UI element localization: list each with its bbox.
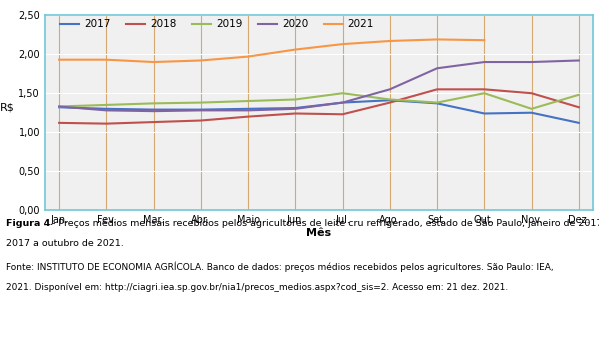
Line: 2019: 2019 <box>59 93 579 109</box>
Y-axis label: R$: R$ <box>0 103 14 113</box>
2018 <box>481 87 488 91</box>
2020 <box>575 58 582 62</box>
2021 <box>339 42 346 46</box>
2017 <box>575 121 582 125</box>
Legend: 2017, 2018, 2019, 2020, 2021: 2017, 2018, 2019, 2020, 2021 <box>56 15 378 34</box>
2021 <box>103 58 110 62</box>
2021 <box>56 58 63 62</box>
2017 <box>481 112 488 116</box>
2021 <box>244 55 252 59</box>
2017 <box>339 101 346 105</box>
Text: Fonte: INSTITUTO DE ECONOMIA AGRÍCOLA. Banco de dados: preços médios recebidos p: Fonte: INSTITUTO DE ECONOMIA AGRÍCOLA. B… <box>6 261 553 272</box>
Text: 2017 a outubro de 2021.: 2017 a outubro de 2021. <box>6 239 124 248</box>
2017 <box>56 105 63 109</box>
2021 <box>481 38 488 42</box>
2020 <box>56 104 63 108</box>
2018 <box>56 121 63 125</box>
2019 <box>528 107 535 111</box>
2020 <box>528 60 535 64</box>
2018 <box>528 91 535 95</box>
X-axis label: Mês: Mês <box>307 228 331 238</box>
2017 <box>244 107 252 111</box>
2017 <box>292 106 299 110</box>
2020 <box>150 109 157 113</box>
Text: 2021. Disponível em: http://ciagri.iea.sp.gov.br/nia1/precos_medios.aspx?cod_sis: 2021. Disponível em: http://ciagri.iea.s… <box>6 283 508 292</box>
2020 <box>339 101 346 105</box>
2021 <box>386 39 394 43</box>
2018 <box>292 112 299 116</box>
2018 <box>575 105 582 109</box>
2019 <box>103 103 110 107</box>
2019 <box>575 93 582 97</box>
2021 <box>197 58 204 62</box>
2017 <box>103 107 110 111</box>
2020 <box>244 108 252 113</box>
2020 <box>386 87 394 91</box>
2021 <box>150 60 157 64</box>
2019 <box>386 97 394 101</box>
2020 <box>292 107 299 111</box>
2017 <box>150 107 157 112</box>
2021 <box>292 47 299 52</box>
2018 <box>339 112 346 116</box>
2020 <box>103 108 110 113</box>
2019 <box>56 104 63 108</box>
2020 <box>481 60 488 64</box>
2021 <box>434 37 441 41</box>
2017 <box>528 111 535 115</box>
2018 <box>197 119 204 123</box>
2018 <box>386 101 394 105</box>
2017 <box>197 107 204 112</box>
2019 <box>434 101 441 105</box>
2020 <box>197 108 204 113</box>
2019 <box>150 101 157 105</box>
Line: 2020: 2020 <box>59 60 579 111</box>
2018 <box>244 115 252 119</box>
2018 <box>434 87 441 91</box>
Line: 2017: 2017 <box>59 100 579 123</box>
2017 <box>386 98 394 102</box>
Text: Figura 4: Figura 4 <box>6 219 50 228</box>
2019 <box>481 91 488 95</box>
2019 <box>197 101 204 105</box>
2018 <box>103 122 110 126</box>
2020 <box>434 66 441 70</box>
Text: - Preços médios mensais recebidos pelos agricultores de leite cru refrigerado, e: - Preços médios mensais recebidos pelos … <box>49 219 599 228</box>
2019 <box>292 97 299 101</box>
2019 <box>339 91 346 95</box>
Line: 2021: 2021 <box>59 39 485 62</box>
2017 <box>434 101 441 105</box>
2019 <box>244 99 252 103</box>
Line: 2018: 2018 <box>59 89 579 124</box>
2018 <box>150 120 157 124</box>
